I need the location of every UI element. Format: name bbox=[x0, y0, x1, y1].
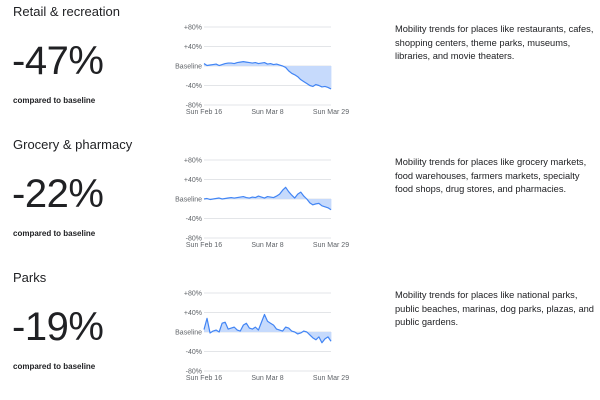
panel-grocery-pharmacy: Grocery & pharmacy -22% compared to base… bbox=[0, 133, 600, 266]
y-tick-label: -40% bbox=[186, 349, 202, 356]
percent-change: -22% bbox=[12, 172, 103, 216]
y-tick-label: -40% bbox=[186, 216, 202, 223]
x-tick-label: Sun Feb 16 bbox=[186, 109, 222, 116]
compare-label: compared to baseline bbox=[13, 229, 95, 238]
compare-label: compared to baseline bbox=[13, 96, 95, 105]
category-title: Parks bbox=[13, 270, 46, 285]
category-title: Retail & recreation bbox=[13, 4, 120, 19]
y-tick-label: +80% bbox=[184, 291, 202, 298]
x-tick-label: Sun Mar 8 bbox=[251, 242, 283, 249]
x-tick-label: Sun Mar 29 bbox=[313, 109, 349, 116]
percent-change: -47% bbox=[12, 39, 103, 83]
y-tick-label: +40% bbox=[184, 310, 202, 317]
y-tick-label: +80% bbox=[184, 25, 202, 32]
mobility-chart: +80%+40%Baseline-40%-80%Sun Feb 16 Sun Ma… bbox=[160, 133, 350, 266]
mobility-chart: +80%+40%Baseline-40%-80%Sun Feb 16 Sun Ma… bbox=[160, 266, 350, 399]
percent-change: -19% bbox=[12, 305, 103, 349]
category-description: Mobility trends for places like grocery … bbox=[395, 156, 600, 197]
x-tick-label: Sun Feb 16 bbox=[186, 375, 222, 382]
panel-retail-recreation: Retail & recreation -47% compared to bas… bbox=[0, 0, 600, 133]
y-tick-label: Baseline bbox=[175, 330, 202, 337]
y-tick-label: +80% bbox=[184, 158, 202, 165]
y-tick-label: Baseline bbox=[175, 197, 202, 204]
x-tick-label: Sun Mar 8 bbox=[251, 375, 283, 382]
x-tick-label: Sun Feb 16 bbox=[186, 242, 222, 249]
mobility-chart: +80%+40%Baseline-40%-80%Sun Feb 16 Sun Ma… bbox=[160, 0, 350, 133]
panel-parks: Parks -19% compared to baseline +80% +40%… bbox=[0, 266, 600, 399]
y-tick-label: +40% bbox=[184, 44, 202, 51]
category-description: Mobility trends for places like national… bbox=[395, 289, 600, 330]
category-description: Mobility trends for places like restaura… bbox=[395, 23, 600, 64]
category-title: Grocery & pharmacy bbox=[13, 137, 132, 152]
x-tick-label: Sun Mar 8 bbox=[251, 109, 283, 116]
area-fill bbox=[204, 314, 331, 342]
y-tick-label: -40% bbox=[186, 83, 202, 90]
y-tick-label: +40% bbox=[184, 177, 202, 184]
x-tick-label: Sun Mar 29 bbox=[313, 242, 349, 249]
y-tick-label: Baseline bbox=[175, 64, 202, 71]
compare-label: compared to baseline bbox=[13, 362, 95, 371]
x-tick-label: Sun Mar 29 bbox=[313, 375, 349, 382]
